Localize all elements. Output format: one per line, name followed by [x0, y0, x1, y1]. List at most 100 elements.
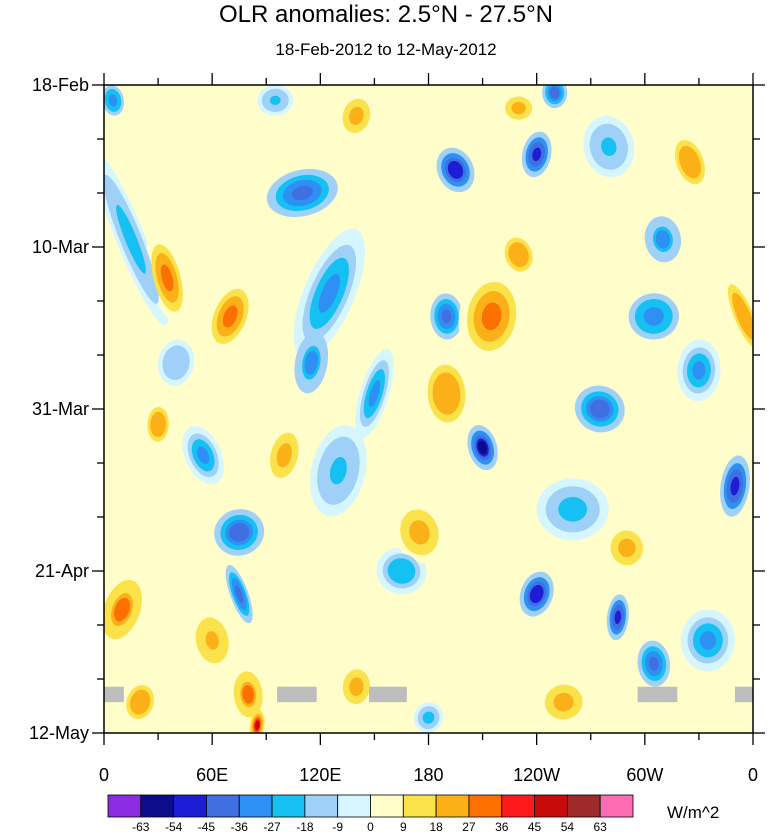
colorbar-swatch: [173, 794, 207, 818]
anomaly-patch: [481, 302, 502, 331]
colorbar-level-label: 45: [528, 820, 542, 834]
colorbar-swatch: [304, 794, 339, 818]
anomaly-patch: [306, 353, 317, 372]
anomaly-patch: [620, 541, 634, 555]
anomaly-patch: [222, 305, 238, 328]
x-tick-label: 180: [413, 765, 443, 785]
anomaly-patch: [648, 656, 659, 671]
chart-subtitle: 18-Feb-2012 to 12-May-2012: [275, 40, 497, 59]
colorbar-swatch: [468, 794, 503, 818]
anomaly-patch: [350, 109, 362, 123]
colorbar-swatch: [337, 794, 371, 818]
anomaly-patch: [393, 564, 410, 578]
anomaly-patch: [350, 679, 362, 694]
anomaly-patch: [368, 380, 381, 407]
missing-data-block: [369, 686, 407, 703]
anomaly-patch: [235, 585, 244, 603]
colorbar: -63 -54 -45 -36 -27 -18 -9 0 9 18 27 36 45 54 63: [107, 794, 634, 834]
anomaly-patch: [411, 523, 428, 542]
colorbar-level-label: -45: [198, 820, 216, 834]
y-axis: 18-Feb 10-Mar 31-Mar 21-Apr 12-May: [29, 75, 765, 743]
anomaly-patch: [657, 232, 669, 247]
anomaly-patch: [205, 631, 219, 650]
anomaly-patch: [737, 303, 751, 330]
colorbar-level-label: -36: [231, 820, 249, 834]
anomaly-patch: [170, 355, 182, 370]
anomaly-patch: [160, 264, 174, 292]
colorbar-level-label: -9: [332, 820, 343, 834]
anomaly-patch: [278, 446, 291, 465]
anomaly-patch: [291, 185, 313, 201]
anomaly-patch: [692, 361, 706, 380]
anomaly-field: [104, 85, 753, 733]
anomaly-patch: [614, 610, 622, 625]
colorbar-swatch: [501, 794, 535, 818]
anomaly-patch: [550, 88, 559, 98]
colorbar-swatch: [107, 794, 142, 818]
colorbar-swatch: [271, 794, 306, 818]
colorbar-swatch: [238, 794, 273, 818]
x-axis: 0 60E 120E 180 120W 60W 0: [99, 73, 758, 785]
colorbar-swatch: [140, 794, 175, 818]
anomaly-patch: [196, 446, 210, 465]
colorbar-level-label: -18: [296, 820, 314, 834]
y-tick-label: 10-Mar: [32, 237, 89, 257]
colorbar-level-label: -63: [132, 820, 150, 834]
colorbar-swatch: [370, 794, 404, 818]
y-tick-label: 18-Feb: [32, 75, 89, 95]
anomaly-patch: [478, 440, 488, 455]
anomaly-patch: [318, 273, 341, 313]
colorbar-swatch: [566, 794, 601, 818]
anomaly-patch: [231, 525, 247, 540]
anomaly-patch: [119, 213, 143, 266]
missing-data-layer: [104, 686, 753, 703]
colorbar-swatch: [435, 794, 470, 818]
x-tick-label: 0: [748, 765, 758, 785]
colorbar-level-label: -54: [165, 820, 183, 834]
colorbar-level-label: -27: [263, 820, 281, 834]
x-tick-label: 120E: [299, 765, 341, 785]
anomaly-patch: [532, 147, 542, 162]
y-tick-label: 31-Mar: [32, 399, 89, 419]
anomaly-patch: [730, 476, 740, 496]
anomaly-patch: [243, 687, 253, 702]
x-tick-label: 120W: [513, 765, 560, 785]
x-tick-label: 60E: [196, 765, 228, 785]
anomaly-patch: [556, 695, 572, 710]
missing-data-block: [277, 686, 317, 703]
y-tick-label: 21-Apr: [35, 561, 89, 581]
anomaly-patch: [153, 417, 163, 432]
colorbar-level-label: 36: [495, 820, 509, 834]
colorbar-level-label: 9: [400, 820, 407, 834]
anomaly-patch: [531, 587, 542, 601]
anomaly-patch: [646, 309, 662, 324]
anomaly-patch: [109, 95, 117, 105]
anomaly-patch: [134, 695, 146, 709]
anomaly-patch: [513, 247, 525, 262]
anomaly-patch: [601, 137, 617, 156]
colorbar-level-label: 0: [367, 820, 374, 834]
colorbar-level-label: 63: [594, 820, 608, 834]
colorbar-swatch: [206, 794, 240, 818]
x-tick-label: 60W: [626, 765, 663, 785]
anomaly-patch: [116, 600, 128, 619]
colorbar-swatch: [599, 794, 634, 818]
x-tick-label: 0: [99, 765, 109, 785]
anomaly-patch: [683, 153, 696, 171]
colorbar-units: W/m^2: [667, 803, 719, 822]
chart-title: OLR anomalies: 2.5°N - 27.5°N: [218, 1, 553, 28]
anomaly-patch: [269, 95, 281, 106]
anomaly-patch: [561, 500, 584, 519]
anomaly-patch: [513, 103, 524, 113]
colorbar-level-label: 18: [429, 820, 443, 834]
colorbar-swatch: [402, 794, 437, 818]
colorbar-swatch: [534, 794, 568, 818]
missing-data-block: [104, 686, 124, 703]
anomaly-patch: [424, 713, 433, 723]
colorbar-level-label: 54: [561, 820, 575, 834]
anomaly-patch: [592, 402, 608, 416]
missing-data-block: [734, 686, 753, 703]
colorbar-level-label: 27: [462, 820, 476, 834]
